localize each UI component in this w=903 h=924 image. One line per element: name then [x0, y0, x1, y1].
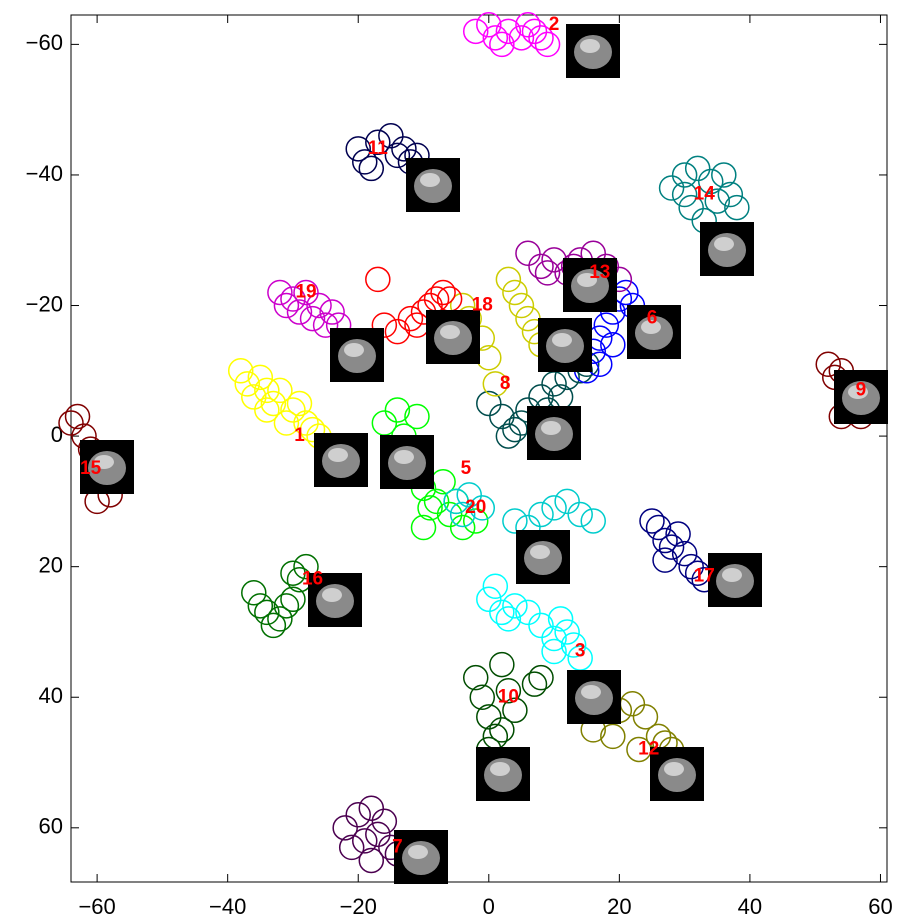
thumbnail-highlight — [530, 545, 550, 559]
cluster-label: 8 — [500, 373, 511, 394]
x-tick-label: 0 — [483, 894, 495, 919]
thumbnail — [567, 670, 621, 724]
x-tick-label: 20 — [607, 894, 631, 919]
cluster-label: 2 — [549, 14, 560, 35]
x-tick-label: −20 — [340, 894, 377, 919]
cluster-label: 20 — [465, 497, 486, 518]
x-tick-label: −60 — [78, 894, 115, 919]
cluster-label: 17 — [694, 565, 715, 586]
thumbnail — [516, 530, 570, 584]
cluster-label: 5 — [461, 458, 472, 479]
thumbnail-highlight — [714, 237, 734, 251]
thumbnail-highlight — [490, 762, 510, 776]
thumbnail — [538, 318, 592, 372]
thumbnail-highlight — [394, 450, 414, 464]
thumbnail — [476, 747, 530, 801]
thumbnail-highlight — [552, 333, 572, 347]
cluster-label: 12 — [638, 738, 659, 759]
thumbnail — [314, 433, 368, 487]
thumbnail-highlight — [420, 173, 440, 187]
x-tick-label: 60 — [868, 894, 892, 919]
thumbnail-highlight — [344, 343, 364, 357]
thumbnail — [527, 406, 581, 460]
cluster-label: 19 — [295, 281, 316, 302]
x-tick-label: 40 — [738, 894, 762, 919]
cluster-label: 10 — [498, 686, 519, 707]
cluster-label: 3 — [575, 641, 586, 662]
cluster-label: 11 — [368, 138, 389, 159]
thumbnail-highlight — [664, 762, 684, 776]
y-tick-label: −60 — [26, 30, 63, 55]
thumbnail-highlight — [328, 448, 348, 462]
y-tick-label: −20 — [26, 291, 63, 316]
thumbnail — [426, 310, 480, 364]
thumbnail-highlight — [322, 588, 342, 602]
cluster-label: 7 — [392, 836, 403, 857]
cluster-label: 14 — [694, 184, 716, 205]
thumbnail-highlight — [408, 845, 428, 859]
y-tick-label: 20 — [39, 552, 63, 577]
thumbnail — [380, 435, 434, 489]
thumbnail-highlight — [541, 421, 561, 435]
thumbnail — [700, 222, 754, 276]
y-tick-label: 60 — [39, 814, 63, 839]
thumbnail — [708, 553, 762, 607]
cluster-label: 16 — [302, 569, 323, 590]
cluster-label: 15 — [80, 458, 102, 479]
thumbnail — [330, 328, 384, 382]
chart: −60−40−200204060−60−40−20020406012385679… — [0, 0, 903, 924]
cluster-label: 1 — [294, 425, 305, 446]
thumbnail-highlight — [440, 325, 460, 339]
y-tick-label: −40 — [26, 161, 63, 186]
thumbnail-highlight — [722, 568, 742, 582]
x-tick-label: −40 — [209, 894, 246, 919]
cluster-label: 9 — [856, 379, 867, 400]
y-tick-label: 40 — [39, 683, 63, 708]
thumbnail-highlight — [581, 685, 601, 699]
y-tick-label: 0 — [51, 422, 63, 447]
thumbnail — [566, 24, 620, 78]
cluster-label: 13 — [589, 262, 610, 283]
thumbnail-highlight — [580, 39, 600, 53]
thumbnail — [406, 158, 460, 212]
cluster-label: 6 — [647, 308, 658, 329]
cluster-label: 18 — [472, 295, 493, 316]
